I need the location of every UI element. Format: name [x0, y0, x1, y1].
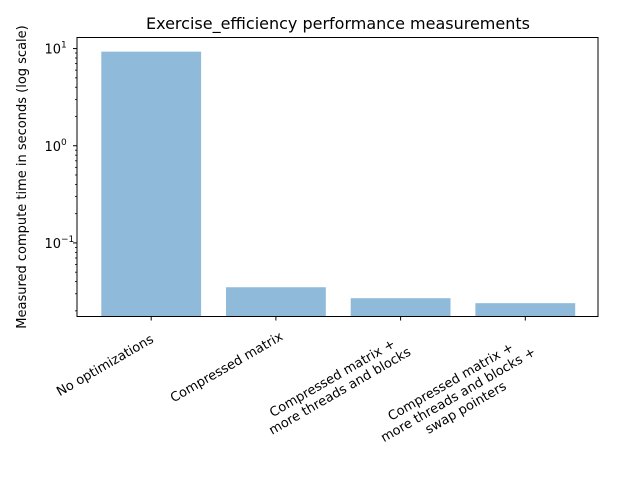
chart-title: Exercise_efficiency performance measurem… — [146, 14, 530, 34]
bar — [350, 298, 451, 317]
y-tick-exponent: −1 — [61, 235, 74, 245]
x-tick-label: Compressed matrix +more threads and bloc… — [259, 332, 414, 439]
x-ticks: No optimizations Compressed matrixCompres… — [54, 316, 539, 446]
y-tick-exponent: 1 — [61, 41, 67, 51]
bars — [101, 51, 576, 317]
y-tick-label: 10 — [44, 43, 61, 58]
bar — [226, 287, 326, 317]
y-tick-label: 10 — [44, 237, 61, 252]
y-tick-exponent: 0 — [61, 138, 67, 148]
x-tick-label: Compressed matrix — [168, 329, 286, 406]
x-tick-label: No optimizations — [54, 332, 156, 400]
plot-frame — [76, 37, 599, 317]
bar — [101, 51, 202, 317]
y-tick-label: 10 — [44, 140, 61, 155]
bar — [475, 303, 576, 317]
y-axis-label: Measured compute time in seconds (log sc… — [15, 25, 30, 328]
